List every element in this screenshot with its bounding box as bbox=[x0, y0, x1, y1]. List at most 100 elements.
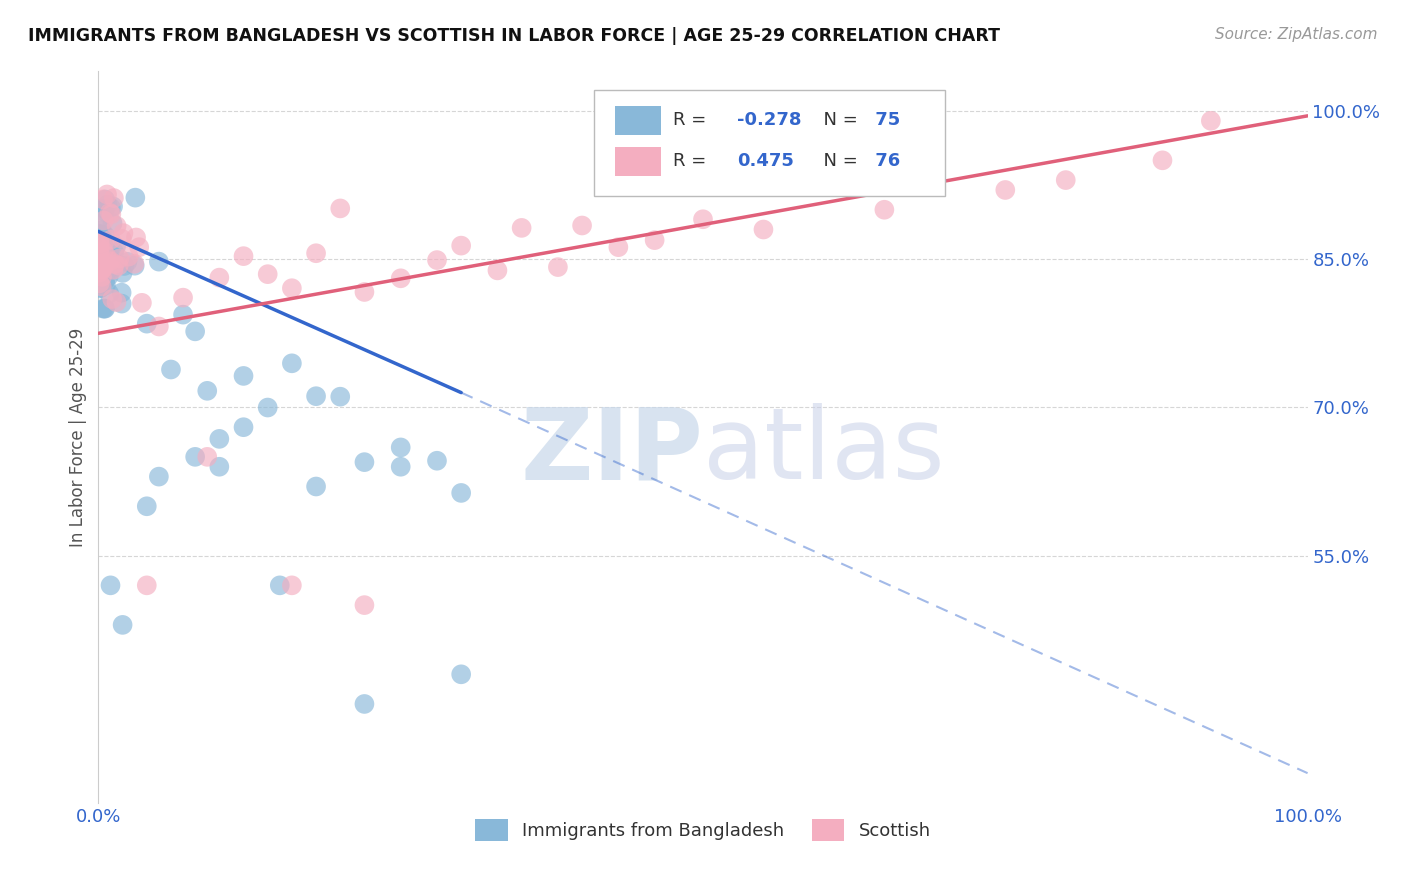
Point bbox=[89, 247, 111, 261]
Point bbox=[93, 235, 115, 250]
Point bbox=[547, 260, 569, 274]
Point bbox=[305, 246, 328, 260]
Point bbox=[89, 266, 111, 280]
Point bbox=[90, 262, 112, 277]
Point bbox=[90, 241, 112, 255]
Point bbox=[98, 286, 121, 301]
Point bbox=[281, 356, 304, 370]
Point bbox=[103, 191, 125, 205]
Point bbox=[90, 211, 112, 225]
Point bbox=[91, 257, 114, 271]
Point bbox=[486, 263, 509, 277]
Point bbox=[100, 201, 122, 215]
Point bbox=[148, 254, 170, 268]
Point bbox=[1152, 153, 1174, 168]
Point bbox=[98, 205, 121, 219]
Point bbox=[90, 258, 112, 272]
Point bbox=[104, 257, 127, 271]
Point bbox=[117, 250, 139, 264]
Point bbox=[111, 285, 134, 300]
Point bbox=[353, 285, 375, 299]
Text: -0.278: -0.278 bbox=[737, 112, 801, 129]
Point bbox=[94, 301, 117, 316]
Point bbox=[160, 362, 183, 376]
Point bbox=[97, 269, 120, 284]
Point bbox=[184, 450, 207, 464]
Point bbox=[90, 228, 112, 243]
Point bbox=[269, 578, 291, 592]
FancyBboxPatch shape bbox=[595, 90, 945, 195]
Bar bbox=[614, 106, 661, 135]
Point bbox=[232, 368, 254, 383]
Point bbox=[100, 207, 122, 221]
Point bbox=[353, 697, 375, 711]
Point bbox=[93, 244, 115, 259]
Point bbox=[692, 212, 714, 227]
Point bbox=[208, 459, 231, 474]
Point bbox=[111, 266, 134, 280]
Point bbox=[89, 241, 111, 255]
Point bbox=[89, 281, 111, 295]
Point bbox=[105, 240, 128, 254]
Point bbox=[91, 261, 114, 276]
Point bbox=[111, 296, 134, 310]
Point bbox=[91, 234, 114, 248]
Point bbox=[103, 245, 125, 260]
Point bbox=[305, 389, 328, 403]
Point bbox=[89, 234, 111, 248]
Point bbox=[208, 432, 231, 446]
Point bbox=[91, 269, 114, 284]
Text: N =: N = bbox=[811, 112, 858, 129]
Point bbox=[607, 240, 630, 254]
Point bbox=[90, 279, 112, 293]
Legend: Immigrants from Bangladesh, Scottish: Immigrants from Bangladesh, Scottish bbox=[468, 812, 938, 848]
Text: N =: N = bbox=[811, 153, 858, 170]
Point bbox=[101, 292, 124, 306]
Point bbox=[89, 227, 111, 241]
Point bbox=[256, 267, 278, 281]
Point bbox=[135, 317, 157, 331]
Point bbox=[89, 263, 111, 277]
Point bbox=[94, 248, 117, 262]
Point bbox=[111, 618, 134, 632]
Point bbox=[281, 578, 304, 592]
Text: 75: 75 bbox=[869, 112, 900, 129]
Point bbox=[873, 202, 896, 217]
Point bbox=[90, 281, 112, 295]
Text: 0.475: 0.475 bbox=[737, 153, 794, 170]
Point bbox=[281, 281, 304, 295]
Point bbox=[148, 319, 170, 334]
Point bbox=[93, 202, 115, 216]
Text: Source: ZipAtlas.com: Source: ZipAtlas.com bbox=[1215, 27, 1378, 42]
Point bbox=[124, 257, 146, 271]
Point bbox=[112, 259, 135, 273]
Point bbox=[89, 243, 111, 257]
Point bbox=[450, 667, 472, 681]
Point bbox=[105, 295, 128, 310]
Point bbox=[100, 233, 122, 247]
Point bbox=[208, 270, 231, 285]
Point bbox=[389, 459, 412, 474]
Point bbox=[98, 242, 121, 256]
Point bbox=[124, 259, 146, 273]
Point bbox=[94, 228, 117, 243]
Point bbox=[128, 240, 150, 254]
Point bbox=[1199, 113, 1222, 128]
Point bbox=[125, 230, 148, 244]
Point bbox=[91, 301, 114, 316]
Point bbox=[101, 216, 124, 230]
Text: 76: 76 bbox=[869, 153, 900, 170]
Point bbox=[135, 578, 157, 592]
Point bbox=[93, 263, 115, 277]
Point bbox=[108, 252, 131, 266]
Point bbox=[117, 255, 139, 269]
Point bbox=[426, 454, 449, 468]
Point bbox=[90, 227, 112, 242]
Point bbox=[450, 238, 472, 252]
Point bbox=[752, 222, 775, 236]
Point bbox=[100, 254, 122, 268]
Point bbox=[91, 193, 114, 207]
Point bbox=[96, 187, 118, 202]
Point bbox=[112, 226, 135, 240]
Point bbox=[571, 219, 593, 233]
